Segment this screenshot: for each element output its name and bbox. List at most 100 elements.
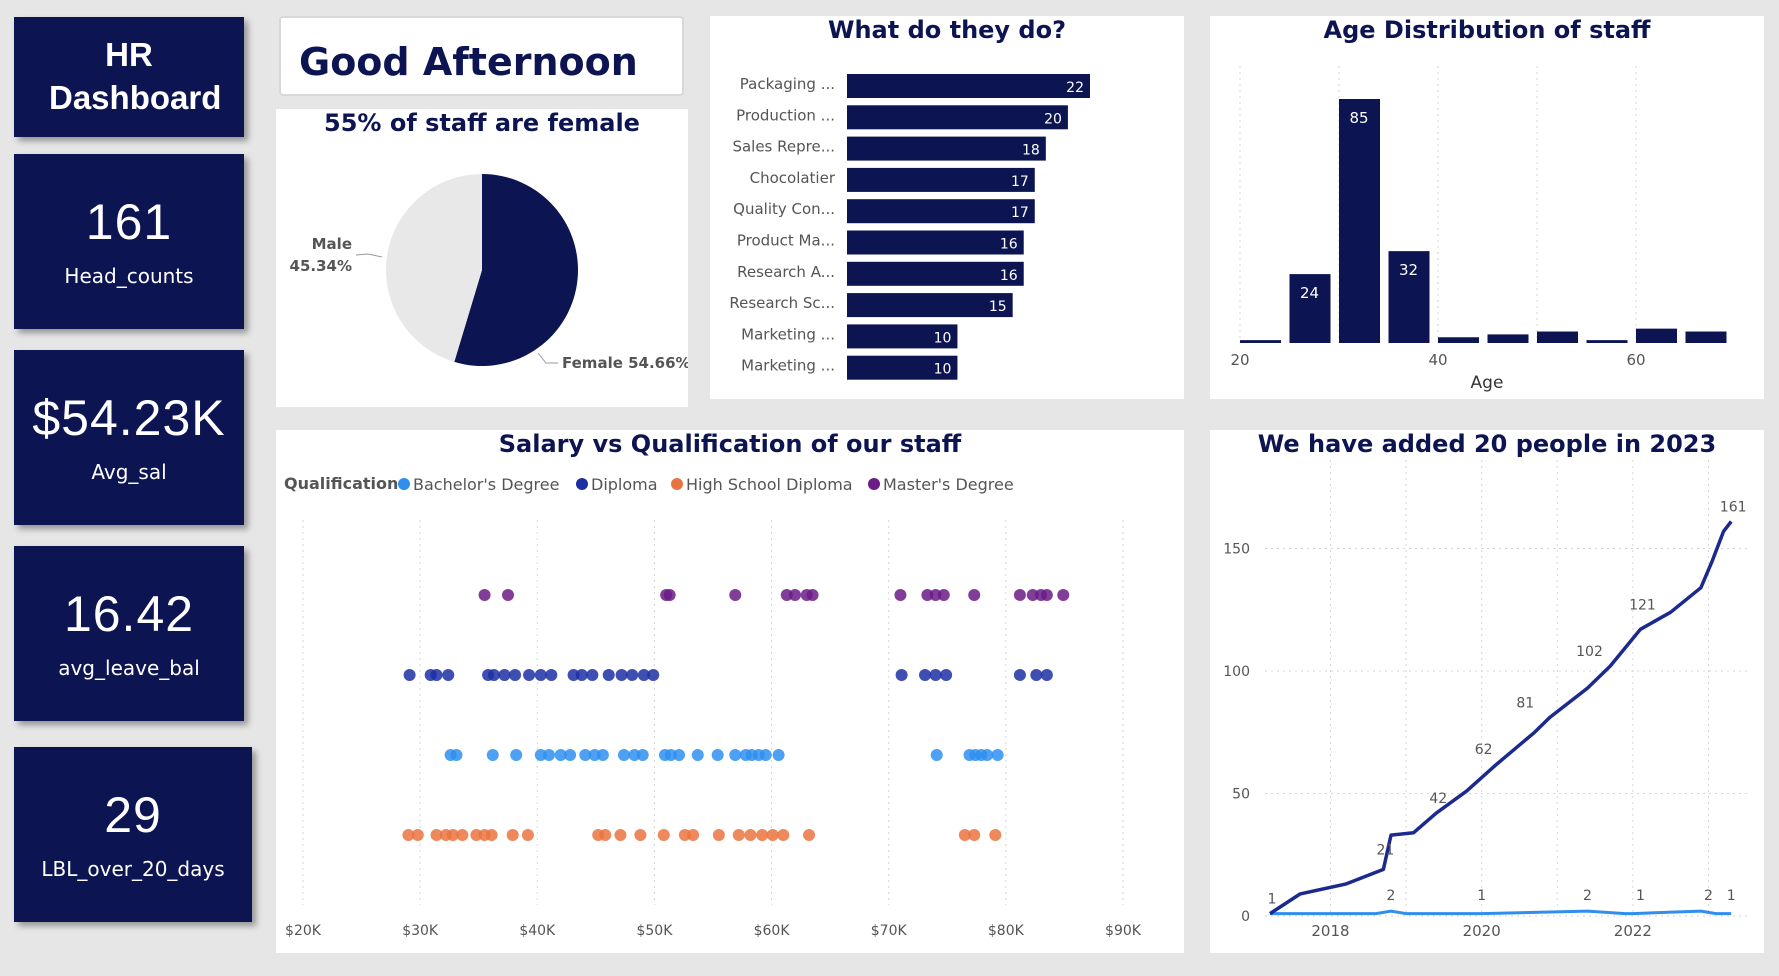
bar-category-label: Research Sc... (729, 294, 835, 312)
cumulative-data-label: 81 (1516, 696, 1534, 712)
legend-title: Qualification (284, 474, 398, 493)
line-x-tick-label: 2022 (1614, 922, 1652, 940)
job-bar (847, 230, 1024, 255)
scatter-point (940, 669, 953, 681)
scatter-point (919, 669, 932, 681)
age-histogram-panel: Age Distribution of staff 24 85 32 20 40 60 Ag… (1210, 16, 1764, 399)
scatter-point (678, 829, 691, 841)
legend-marker (398, 478, 410, 490)
scatter-point (1057, 589, 1070, 601)
headcount-value: 161 (85, 194, 173, 250)
greeting-box: Good Afternoon (279, 16, 684, 96)
scatter-point (470, 829, 483, 841)
age-title: Age Distribution of staff (1323, 16, 1651, 44)
bar-category-label: Sales Repre... (732, 138, 835, 156)
bar-category-label: Product Ma... (737, 232, 835, 250)
scatter-point (989, 829, 1002, 841)
age-bar (1240, 340, 1281, 343)
pie-label-female: Female 54.66% (562, 354, 688, 372)
scatter-point (921, 589, 934, 601)
age-x-axis-label: Age (1471, 373, 1504, 393)
scatter-title: Salary vs Qualification of our staff (498, 430, 962, 458)
scatter-point (673, 749, 686, 761)
line-y-tick-label: 0 (1241, 909, 1250, 925)
scatter-point (456, 829, 469, 841)
scatter-point (958, 829, 971, 841)
bar-category-label: Production ... (736, 106, 835, 124)
age-bar-label: 32 (1399, 261, 1418, 279)
job-bar (847, 324, 958, 349)
monthly-data-label: 2 (1386, 888, 1395, 904)
gender-pie-panel: 55% of staff are female Male 45.34% Female… (276, 109, 688, 407)
scatter-point (712, 829, 725, 841)
dashboard-title-card: HR Dashboard (14, 17, 244, 137)
age-bar (1685, 331, 1727, 343)
monthly-data-label: 1 (1727, 888, 1736, 904)
pie-leader-male (355, 253, 383, 258)
scatter-x-tick-label: $80K (988, 923, 1025, 939)
scatter-point (564, 749, 577, 761)
scatter-point (478, 589, 491, 601)
scatter-point (617, 749, 630, 761)
scatter-x-tick-label: $60K (754, 923, 791, 939)
scatter-x-tick-label: $20K (285, 923, 322, 939)
job-bar (847, 105, 1068, 130)
avg-salary-card[interactable]: $54.23K Avg_sal (14, 350, 244, 525)
cumulative-data-label: 102 (1576, 644, 1603, 660)
scatter-point (485, 829, 498, 841)
bar-category-label: Marketing ... (741, 325, 835, 343)
scatter-point (744, 829, 757, 841)
lbl-over-value: 29 (104, 787, 162, 843)
line-y-tick-label: 150 (1223, 542, 1250, 558)
scatter-point (687, 829, 700, 841)
lbl-over-card[interactable]: 29 LBL_over_20_days (14, 747, 252, 922)
scatter-point (1030, 669, 1043, 681)
cumulative-data-label: 42 (1429, 791, 1447, 807)
bar-value-label: 17 (1011, 205, 1029, 221)
scatter-point (780, 589, 793, 601)
scatter-point (628, 749, 641, 761)
scatter-point (510, 749, 523, 761)
scatter-point (929, 589, 942, 601)
job-bar (847, 261, 1024, 286)
scatter-point (543, 749, 555, 761)
age-bar-label: 85 (1349, 109, 1368, 127)
scatter-point (732, 829, 745, 841)
age-bar-label: 24 (1300, 284, 1319, 302)
monthly-data-label: 2 (1704, 888, 1713, 904)
bar-value-label: 10 (934, 330, 952, 346)
scatter-point (981, 749, 994, 761)
bar-value-label: 10 (934, 362, 952, 378)
headcount-card[interactable]: 161 Head_counts (14, 154, 244, 329)
cumulative-data-label: 121 (1629, 598, 1656, 614)
job-bar (847, 167, 1035, 192)
line-x-tick-label: 2018 (1311, 922, 1349, 940)
age-bar (1438, 337, 1479, 343)
scatter-point (929, 669, 942, 681)
scatter-point (403, 669, 416, 681)
age-bar (1537, 331, 1578, 343)
bar-category-label: Quality Con... (733, 200, 835, 218)
age-bar (1586, 340, 1628, 343)
avg-leave-card[interactable]: 16.42 avg_leave_bal (14, 546, 244, 721)
scatter-point (756, 829, 769, 841)
scatter-point (937, 589, 950, 601)
monthly-data-label: 1 (1477, 888, 1486, 904)
monthly-hires-line (1270, 909, 1732, 916)
cumulative-data-label: 161 (1720, 500, 1747, 516)
bar-category-label: Chocolatier (750, 169, 836, 187)
bar-value-label: 22 (1066, 80, 1084, 96)
age-tick-label: 20 (1230, 351, 1249, 369)
hires-line-panel: We have added 20 people in 2023 0 50 100 15… (1210, 430, 1764, 953)
scatter-point (894, 589, 907, 601)
avg-salary-label: Avg_sal (91, 460, 167, 484)
line-x-tick-label: 2020 (1463, 922, 1501, 940)
scatter-point (691, 749, 704, 761)
pie-title: 55% of staff are female (324, 109, 640, 137)
scatter-point (626, 669, 639, 681)
scatter-x-tick-label: $50K (636, 923, 673, 939)
pie-slice-female (454, 174, 578, 366)
legend-label: Diploma (591, 475, 658, 494)
scatter-point (1013, 589, 1026, 601)
dashboard-title: HR Dashboard (49, 36, 222, 116)
